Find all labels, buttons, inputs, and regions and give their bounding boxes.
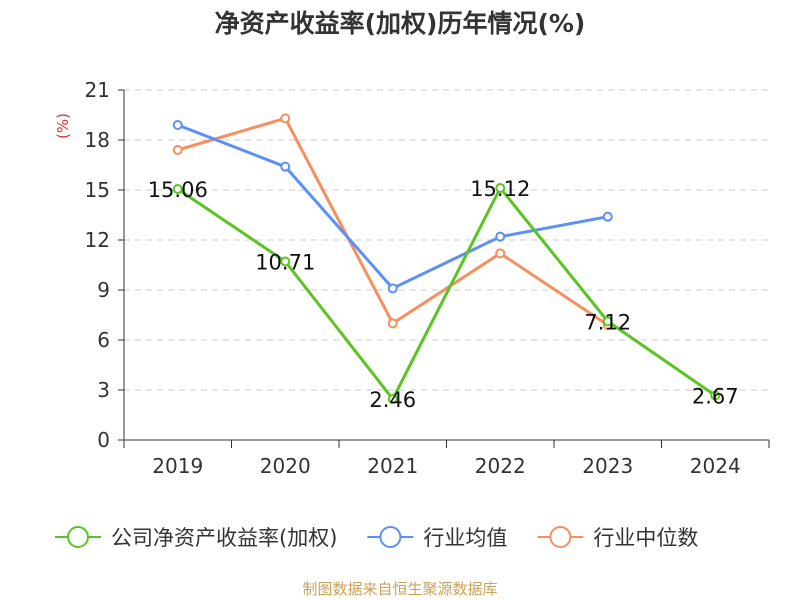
data-point <box>602 316 613 327</box>
data-labels: 15.06 10.71 2.46 15.12 7.12 2.67 <box>148 177 739 412</box>
y-tick-label: 15 <box>85 178 110 202</box>
data-point <box>387 394 398 404</box>
y-tick-label: 3 <box>97 378 110 402</box>
data-label: 2.46 <box>369 388 416 412</box>
series-lines <box>172 113 721 404</box>
series-line <box>177 123 609 290</box>
y-tick-label: 6 <box>97 328 110 352</box>
data-point <box>172 120 183 130</box>
y-tick-label: 18 <box>85 128 110 152</box>
x-tick-label: 2022 <box>475 454 526 478</box>
legend-label: 行业中位数 <box>593 526 698 550</box>
axes: 0 3 6 9 12 15 18 21 (%) 2019 2020 2021 2022 2023 2024 <box>54 78 770 478</box>
grid-lines <box>124 89 769 391</box>
data-point <box>495 183 506 193</box>
data-point <box>602 211 613 222</box>
y-tick-label: 12 <box>85 228 110 252</box>
data-point <box>495 248 506 259</box>
data-point <box>387 283 398 294</box>
data-point <box>495 231 506 242</box>
data-point <box>387 318 398 329</box>
x-tick-label: 2020 <box>260 454 311 478</box>
chart-title: 净资产收益率(加权)历年情况(%) <box>214 9 586 38</box>
data-point <box>710 390 721 401</box>
legend-label: 行业均值 <box>423 526 507 550</box>
y-tick-label: 21 <box>85 78 110 102</box>
data-label: 7.12 <box>584 310 631 334</box>
data-point <box>280 113 291 124</box>
series-line <box>176 186 717 401</box>
y-axis-title: (%) <box>54 113 72 139</box>
legend-marker <box>549 526 572 548</box>
x-tick-label: 2024 <box>690 454 741 478</box>
data-point <box>172 184 183 194</box>
legend: 公司净资产收益率(加权) 行业均值 行业中位数 <box>55 526 698 550</box>
y-tick-label: 0 <box>97 428 110 452</box>
data-label: 15.12 <box>470 177 530 201</box>
data-point <box>280 161 291 172</box>
x-tick-label: 2021 <box>367 454 418 478</box>
data-label: 2.67 <box>692 385 739 409</box>
data-label: 15.06 <box>148 178 208 202</box>
legend-label: 公司净资产收益率(加权) <box>111 526 337 550</box>
legend-marker <box>67 526 89 548</box>
x-tick-label: 2019 <box>152 454 203 478</box>
source-note: 制图数据来自恒生聚源数据库 <box>302 580 498 598</box>
data-label: 10.71 <box>255 251 315 275</box>
data-point <box>280 256 291 267</box>
y-tick-label: 9 <box>97 278 110 302</box>
x-tick-label: 2023 <box>582 454 633 478</box>
data-point <box>172 145 183 155</box>
legend-marker <box>379 526 402 548</box>
